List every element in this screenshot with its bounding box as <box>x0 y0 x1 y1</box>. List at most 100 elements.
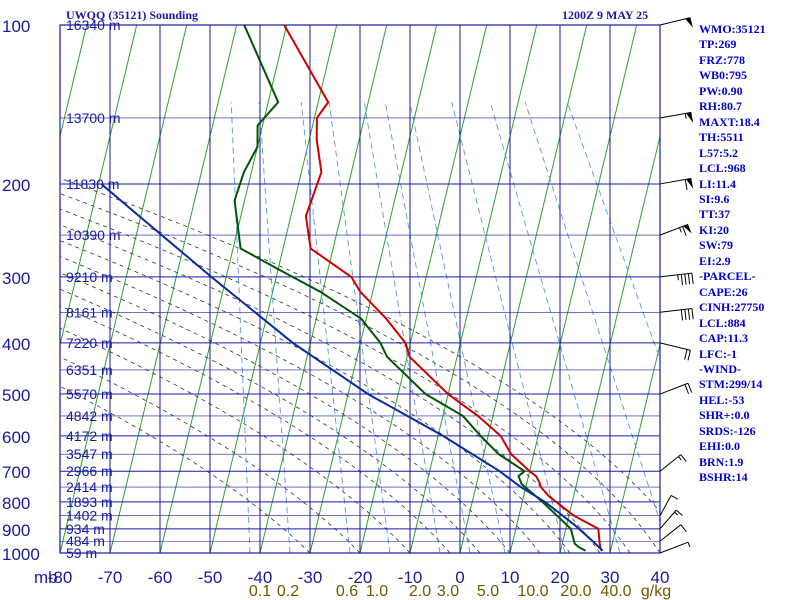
wind-barb <box>659 509 683 530</box>
stat-line: -WIND- <box>699 361 741 376</box>
height-label: 2966 m <box>66 463 113 479</box>
isotherm-line <box>609 342 660 553</box>
stat-line: SHR+:0.0 <box>699 408 750 423</box>
stat-line: TT:37 <box>699 207 731 222</box>
series-parcel <box>100 183 604 552</box>
isotherm-line <box>60 25 138 347</box>
plot-frame <box>59 24 661 554</box>
wind-barb <box>659 177 694 190</box>
mixing-ratio-label: 0.2 <box>277 583 299 600</box>
mixing-ratio-label: 0.6 <box>336 583 358 600</box>
height-label: 484 m <box>66 533 105 549</box>
isotherm-line <box>559 134 660 553</box>
pressure-tick-label: 300 <box>2 269 30 288</box>
wind-barbs <box>659 17 694 554</box>
isotherm-line <box>459 25 588 553</box>
height-label: 1893 m <box>66 494 113 510</box>
stat-line: STM:299/14 <box>699 377 763 392</box>
stat-line: SW:79 <box>699 238 734 253</box>
isotherm-line <box>309 25 438 553</box>
x-tick-label: -30 <box>298 568 323 587</box>
height-label: 11830 m <box>66 176 119 192</box>
stat-line: LCL:884 <box>699 315 746 330</box>
stat-line: CAP:11.3 <box>699 331 748 346</box>
x-tick-label: 30 <box>601 568 620 587</box>
wind-barb <box>659 494 679 516</box>
stat-line: KI:20 <box>699 222 729 237</box>
wind-barb <box>659 17 693 28</box>
isotherm-line <box>209 25 338 553</box>
x-tick-label: -10 <box>398 568 423 587</box>
mixing-ratio-label: 0.1 <box>249 583 271 600</box>
wind-barb <box>659 272 694 286</box>
pressure-tick-label: 500 <box>2 386 30 405</box>
wind-barb <box>659 308 694 321</box>
moist-adiabat <box>60 356 361 553</box>
wind-barb <box>659 454 687 472</box>
mixing-ratio-line <box>524 102 660 524</box>
stat-line: EI:2.9 <box>699 253 731 268</box>
wind-barb <box>659 524 687 542</box>
mixing-ratio-line <box>363 102 441 553</box>
stat-line: FRZ:778 <box>699 52 745 67</box>
height-label: 4172 m <box>66 428 113 444</box>
mixing-ratio-line <box>300 102 351 553</box>
stat-line: TP:269 <box>699 37 737 52</box>
x-tick-label: 20 <box>551 568 570 587</box>
isotherm-line <box>60 25 88 139</box>
stat-line: BSHR:14 <box>699 470 748 485</box>
wind-barb <box>659 342 691 361</box>
stat-line: CINH:27750 <box>699 300 765 315</box>
x-tick-label: 40 <box>651 568 670 587</box>
x-tick-label: -40 <box>248 568 273 587</box>
moist-adiabat <box>60 385 311 553</box>
stat-line: SI:9.6 <box>699 191 730 206</box>
stat-line: WB0:795 <box>699 68 747 83</box>
stats-panel: WMO:35121 TP:269 FRZ:778 WB0:795 PW:0.90 RH:8… <box>699 22 799 486</box>
stat-line: L57:5.2 <box>699 145 738 160</box>
stat-line: LCL:968 <box>699 161 746 176</box>
stat-line: LFC:-1 <box>699 346 737 361</box>
stat-line: BRN:1.9 <box>699 454 744 469</box>
moist-adiabat <box>60 327 411 553</box>
isotherm-line <box>359 25 488 553</box>
mixing-ratio-line <box>489 102 621 553</box>
isotherm-line <box>509 25 638 553</box>
mixing-ratio-line <box>384 102 471 553</box>
height-label: 934 m <box>66 521 105 537</box>
mixing-ratio-line <box>328 102 391 553</box>
stat-line: LI:11.4 <box>699 176 737 191</box>
sounding-series <box>100 25 604 552</box>
stat-line: TH:5511 <box>699 130 744 145</box>
mixing-ratio-label: 40.0 <box>600 583 631 600</box>
height-label: 2414 m <box>66 479 113 495</box>
isotherm-line <box>259 25 388 553</box>
x-tick-label: -20 <box>348 568 373 587</box>
height-label: 9210 m <box>66 269 113 285</box>
series-temperature <box>283 25 604 552</box>
pressure-tick-label: 1000 <box>2 545 40 564</box>
stat-line: MAXT:18.4 <box>699 114 760 129</box>
mixing-ratio-label: 1.0 <box>366 583 388 600</box>
mixing-ratio-label: g/kg <box>641 583 671 600</box>
height-label: 7220 m <box>66 335 113 351</box>
chart-time: 1200Z 9 MAY 25 <box>562 8 649 22</box>
x-tick-label: -60 <box>148 568 173 587</box>
height-label: 59 m <box>66 545 97 561</box>
stat-line: WMO:35121 <box>699 22 766 36</box>
mixing-ratio-label: 2.0 <box>409 583 431 600</box>
mixing-ratio-line <box>451 102 566 553</box>
wind-barb <box>659 382 693 395</box>
x-tick-label: -80 <box>48 568 73 587</box>
height-label: 1402 m <box>66 508 113 524</box>
stat-line: RH:80.7 <box>699 99 742 114</box>
stat-line: PW:0.90 <box>699 83 743 98</box>
pressure-grid <box>59 24 661 554</box>
height-label: 8161 m <box>66 304 113 320</box>
height-label: 16340 m <box>66 17 120 33</box>
wind-barb <box>659 111 694 123</box>
pressure-tick-label: 200 <box>2 176 30 195</box>
height-label: 6351 m <box>66 362 113 378</box>
wind-barb <box>659 223 692 236</box>
